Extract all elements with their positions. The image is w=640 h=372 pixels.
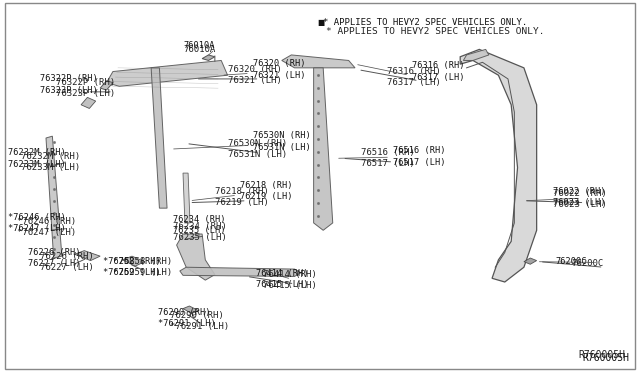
Text: 76320 (RH)
76321 (LH): 76320 (RH) 76321 (LH) xyxy=(253,60,305,80)
Text: *76246 (RH)
*76247 (LH): *76246 (RH) *76247 (LH) xyxy=(8,213,65,233)
Text: R760005H: R760005H xyxy=(579,350,626,359)
Text: *76258 (RH)
*76259 (LH): *76258 (RH) *76259 (LH) xyxy=(103,257,161,278)
Polygon shape xyxy=(183,306,199,313)
Text: 76218 (RH)
76219 (LH): 76218 (RH) 76219 (LH) xyxy=(215,187,269,207)
Text: 76010A: 76010A xyxy=(183,41,214,50)
Text: 76234 (RH)
76235 (LH): 76234 (RH) 76235 (LH) xyxy=(173,222,227,242)
Text: 76200C: 76200C xyxy=(572,259,604,268)
Text: 76322P (RH)
76323P (LH): 76322P (RH) 76323P (LH) xyxy=(40,74,97,95)
Text: *76246 (RH)
*76247 (LH): *76246 (RH) *76247 (LH) xyxy=(17,217,76,237)
Polygon shape xyxy=(122,256,145,266)
Text: 76320 (RH)
76321 (LH): 76320 (RH) 76321 (LH) xyxy=(228,65,282,85)
Polygon shape xyxy=(460,49,537,282)
Text: 76010A: 76010A xyxy=(183,45,215,54)
Polygon shape xyxy=(81,97,96,109)
Polygon shape xyxy=(463,49,489,61)
Text: 76516 (RH)
76517 (LH): 76516 (RH) 76517 (LH) xyxy=(362,148,415,169)
Text: 76022 (RH)
76023 (LH): 76022 (RH) 76023 (LH) xyxy=(552,189,606,209)
Polygon shape xyxy=(106,61,228,86)
Text: 76234 (RH)
76235 (LH): 76234 (RH) 76235 (LH) xyxy=(173,215,226,235)
Polygon shape xyxy=(46,136,62,258)
Text: 76218 (RH)
76219 (LH): 76218 (RH) 76219 (LH) xyxy=(241,180,293,201)
Text: 76200C: 76200C xyxy=(556,257,588,266)
Polygon shape xyxy=(524,258,537,264)
Text: 76322P (RH)
76323P (LH): 76322P (RH) 76323P (LH) xyxy=(56,78,115,98)
Polygon shape xyxy=(314,68,333,230)
Polygon shape xyxy=(183,173,190,223)
Polygon shape xyxy=(177,234,215,280)
Text: 76530N (RH)
76531N (LH): 76530N (RH) 76531N (LH) xyxy=(228,139,287,159)
Polygon shape xyxy=(75,251,100,260)
Text: 76530N (RH)
76531N (LH): 76530N (RH) 76531N (LH) xyxy=(253,131,311,152)
Polygon shape xyxy=(202,55,215,61)
Text: 76414 (RH)
76415 (LH): 76414 (RH) 76415 (LH) xyxy=(256,269,308,289)
Text: * APPLIES TO HEVY2 SPEC VEHICLES ONLY.: * APPLIES TO HEVY2 SPEC VEHICLES ONLY. xyxy=(326,27,545,36)
Text: R760005H: R760005H xyxy=(582,353,629,363)
Text: 76290 (RH)
*76291 (LH): 76290 (RH) *76291 (LH) xyxy=(157,308,215,328)
Polygon shape xyxy=(180,267,301,276)
Polygon shape xyxy=(282,55,355,68)
Text: 76226 (RH)
76227 (LH): 76226 (RH) 76227 (LH) xyxy=(28,248,81,268)
Polygon shape xyxy=(100,81,113,90)
Text: * APPLIES TO HEVY2 SPEC VEHICLES ONLY.: * APPLIES TO HEVY2 SPEC VEHICLES ONLY. xyxy=(323,18,527,27)
Text: 76316 (RH)
76317 (LH): 76316 (RH) 76317 (LH) xyxy=(387,67,441,87)
Text: *76258 (RH)
*76259 (LH): *76258 (RH) *76259 (LH) xyxy=(113,257,172,277)
Text: 76516 (RH)
76517 (LH): 76516 (RH) 76517 (LH) xyxy=(394,146,446,167)
Text: 76290 (RH)
*76291 (LH): 76290 (RH) *76291 (LH) xyxy=(170,311,229,331)
Text: 76232M (RH)
76233M (LH): 76232M (RH) 76233M (LH) xyxy=(20,152,79,172)
Text: 76316 (RH)
76317 (LH): 76316 (RH) 76317 (LH) xyxy=(412,61,465,82)
Text: 76022 (RH)
76023 (LH): 76022 (RH) 76023 (LH) xyxy=(552,187,605,207)
Text: ■: ■ xyxy=(317,18,324,27)
Text: 76232M (RH)
76233M (LH): 76232M (RH) 76233M (LH) xyxy=(8,148,65,169)
Polygon shape xyxy=(151,68,167,208)
Text: 76226 (RH)
76227 (LH): 76226 (RH) 76227 (LH) xyxy=(40,251,93,272)
Text: 76414 (RH)
76415 (LH): 76414 (RH) 76415 (LH) xyxy=(262,270,316,290)
